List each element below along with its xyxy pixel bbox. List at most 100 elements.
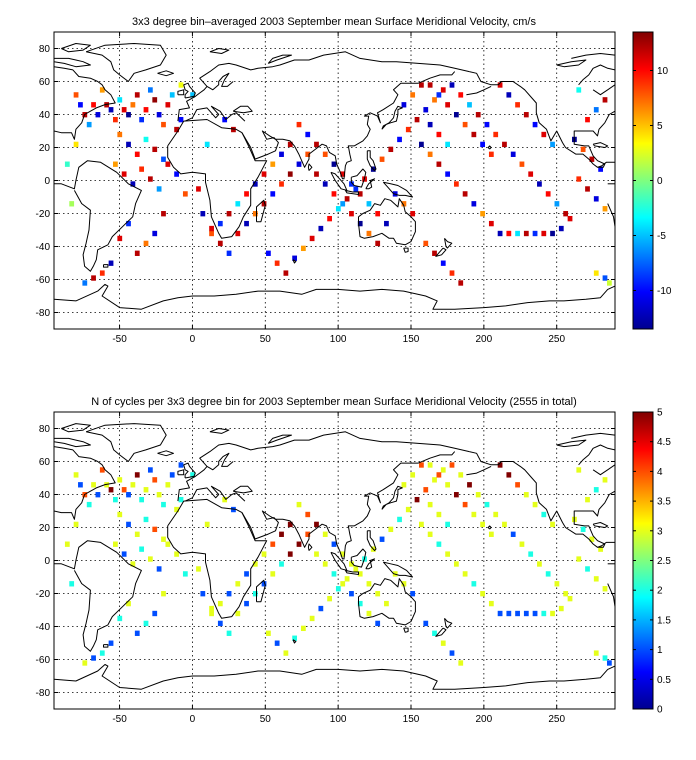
data-cell-2 — [178, 496, 184, 503]
data-cell-2 — [309, 615, 315, 622]
gridlines-2 — [54, 412, 615, 709]
data-cell-2 — [506, 610, 512, 617]
data-cell-2 — [497, 462, 503, 468]
data-cell-2 — [375, 591, 381, 597]
data-cell — [161, 121, 166, 128]
x-tick-label: 100 — [330, 334, 347, 345]
data-cell-2 — [130, 561, 136, 567]
data-cell — [190, 92, 196, 98]
data-cell-2 — [305, 531, 311, 537]
data-cell-2 — [266, 630, 271, 636]
data-cell-2 — [143, 620, 149, 627]
data-cell — [204, 141, 210, 148]
coastline — [206, 72, 234, 91]
data-cell — [427, 82, 433, 88]
data-cell-2 — [283, 650, 289, 656]
data-cell-2 — [217, 620, 223, 627]
data-cell-2 — [423, 487, 429, 493]
data-cell-2 — [182, 571, 188, 577]
colorbar-tick-label-2: 2.5 — [657, 556, 671, 567]
y-tick-label-2: 80 — [39, 424, 51, 435]
coastline — [592, 84, 615, 96]
data-cell — [134, 92, 140, 98]
data-cell-2 — [121, 487, 127, 493]
data-cell-2 — [99, 467, 105, 473]
data-cell-2 — [401, 581, 407, 587]
data-cell — [147, 87, 153, 93]
data-cell — [419, 82, 424, 88]
coastline-2 — [54, 446, 116, 520]
data-cell-2 — [270, 541, 276, 547]
data-cell-2 — [143, 516, 149, 523]
data-cell-2 — [506, 472, 512, 478]
data-cell — [147, 176, 153, 182]
coastline-2 — [592, 522, 609, 528]
data-cell-2 — [117, 615, 123, 622]
data-cell-2 — [453, 561, 459, 567]
data-cell — [537, 181, 542, 187]
coastline-2 — [54, 664, 615, 690]
data-cell-2 — [152, 477, 158, 483]
data-cell-2 — [576, 556, 582, 562]
data-cell-2 — [593, 650, 599, 656]
coastline — [177, 51, 470, 122]
data-cell-2 — [445, 482, 451, 488]
data-cell — [165, 161, 171, 167]
coastline — [292, 259, 297, 264]
data-cell — [261, 201, 267, 207]
data-cell-2 — [532, 501, 538, 508]
data-cell-2 — [95, 492, 101, 498]
data-cell — [563, 211, 569, 217]
data-cell-2 — [314, 551, 319, 557]
coastline — [366, 150, 377, 172]
data-cell-2 — [349, 561, 354, 567]
coastline — [556, 59, 587, 68]
data-cell-2 — [567, 595, 573, 602]
data-cell-2 — [357, 571, 363, 577]
data-cell-2 — [493, 511, 499, 518]
x-tick-label: 200 — [476, 334, 493, 345]
data-cell-2 — [480, 521, 485, 528]
data-cell — [279, 181, 284, 187]
data-cell — [375, 240, 381, 247]
data-cell — [458, 92, 464, 98]
data-cell-2 — [554, 581, 560, 587]
data-cell — [405, 126, 411, 133]
data-cell-2 — [550, 610, 555, 617]
data-cell — [73, 141, 79, 148]
data-cell-2 — [349, 591, 354, 597]
data-cell-2 — [91, 655, 96, 661]
data-cell — [82, 280, 88, 286]
data-cell-2 — [523, 492, 529, 498]
data-cell-2 — [331, 541, 337, 547]
data-cell — [156, 112, 162, 118]
data-cell-2 — [226, 591, 232, 597]
data-cell — [554, 201, 560, 207]
data-cell — [523, 230, 529, 237]
data-cell-2 — [327, 595, 332, 602]
data-cell-2 — [427, 462, 433, 468]
data-cell-2 — [69, 581, 75, 587]
data-cell-2 — [235, 610, 241, 617]
data-cell — [340, 171, 346, 177]
data-cell — [488, 151, 494, 157]
data-cell-2 — [453, 492, 459, 498]
data-cell-2 — [204, 521, 210, 528]
coastline-2 — [366, 530, 377, 552]
data-cell-2 — [497, 610, 503, 617]
x-tick-label-2: -50 — [112, 714, 127, 725]
data-cell-2 — [287, 521, 293, 528]
data-cell — [440, 87, 446, 93]
data-cell — [335, 206, 341, 212]
data-cell-2 — [226, 630, 232, 636]
data-cell-2 — [515, 610, 520, 617]
data-cell-2 — [532, 610, 538, 617]
data-cell-2 — [510, 531, 516, 537]
data-cell-2 — [91, 482, 96, 488]
data-cell-2 — [279, 531, 284, 537]
data-cell-2 — [296, 541, 302, 547]
data-cell-2 — [515, 482, 520, 488]
data-cell-2 — [335, 586, 341, 592]
y-tick-label-2: 60 — [39, 457, 51, 468]
data-cell-2 — [252, 591, 258, 597]
